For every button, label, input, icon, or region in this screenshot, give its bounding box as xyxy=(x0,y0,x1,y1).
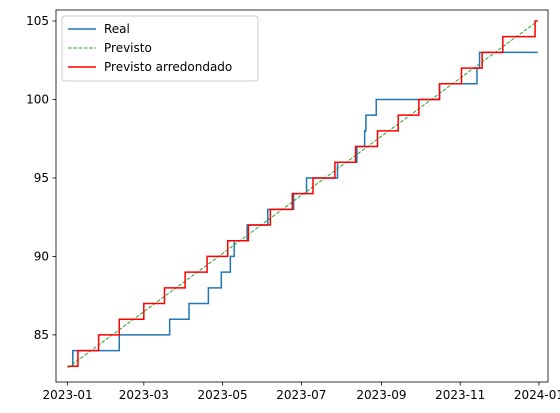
legend-label-0: Real xyxy=(104,22,130,36)
axes-ticks: 2023-01 2023-03 2023-05 2023-07 2023-09 2023-… xyxy=(26,14,560,402)
y-tick-label-3: 100 xyxy=(26,92,49,106)
series-line-2 xyxy=(67,20,538,368)
legend-label-1: Previsto xyxy=(104,41,152,55)
legend-box xyxy=(61,15,259,82)
x-tick-label-3: 2023-07 xyxy=(276,388,326,402)
x-tick-label-5: 2023-11 xyxy=(435,388,485,402)
plot-frame xyxy=(55,9,549,383)
y-tick-label-2: 95 xyxy=(34,171,49,185)
series-line-1 xyxy=(67,20,538,369)
x-tick-label-4: 2023-09 xyxy=(356,388,406,402)
y-tick-label-4: 105 xyxy=(26,14,49,28)
legend-label-2: Previsto arredondado xyxy=(104,60,232,74)
x-tick-label-6: 2024-01 xyxy=(514,388,560,402)
x-tick-label-2: 2023-05 xyxy=(198,388,248,402)
legend: Real Previsto Previsto arredondado xyxy=(61,15,259,82)
x-tick-label-0: 2023-01 xyxy=(43,388,93,402)
series-layer xyxy=(67,20,538,369)
x-tick-label-1: 2023-03 xyxy=(119,388,169,402)
y-tick-label-1: 90 xyxy=(34,249,49,263)
y-tick-label-0: 85 xyxy=(34,328,49,342)
